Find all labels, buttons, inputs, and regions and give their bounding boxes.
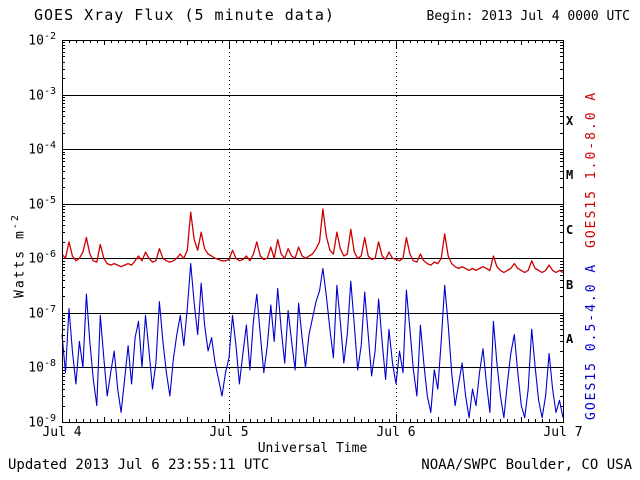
flare-class-label: B	[566, 277, 574, 292]
y-tick-label: 10-4	[28, 140, 56, 158]
y-tick-label: 10-5	[28, 194, 56, 213]
page-title: GOES Xray Flux (5 minute data)	[34, 6, 335, 24]
x-tick-label: Jul 7	[543, 425, 583, 440]
x-tick-label: Jul 6	[376, 425, 416, 440]
goes-long-wavelength-line	[61, 208, 564, 274]
begin-time-label: Begin: 2013 Jul 4 0000 UTC	[426, 9, 631, 24]
x-axis-title: Universal Time	[257, 441, 368, 456]
y-axis-title-exponent: -2	[10, 213, 21, 230]
x-tick-label: Jul 4	[42, 425, 82, 440]
flare-class-label: X	[566, 113, 574, 128]
credit-label: NOAA/SWPC Boulder, CO USA	[421, 457, 632, 473]
y-tick-label: 10-9	[28, 413, 56, 431]
y-tick-label: 10-6	[28, 249, 56, 267]
plot-frame	[62, 40, 564, 423]
y-tick-label: 10-3	[28, 85, 56, 103]
series-label-goes15-long: GOES15 1.0-8.0 A	[584, 90, 599, 248]
goes-short-wavelength-line	[61, 263, 564, 419]
y-tick-label: 10-8	[28, 358, 56, 376]
updated-timestamp: Updated 2013 Jul 6 23:55:11 UTC	[8, 457, 270, 473]
y-tick-label: 10-2	[28, 31, 56, 49]
flare-class-label: C	[566, 223, 574, 237]
flare-class-label: A	[566, 332, 574, 347]
x-tick-label: Jul 5	[209, 425, 249, 440]
series-label-goes15-short: GOES15 0.5-4.0 A	[584, 262, 599, 420]
y-tick-label: 10-7	[28, 303, 56, 322]
flare-class-label: M	[566, 168, 574, 183]
